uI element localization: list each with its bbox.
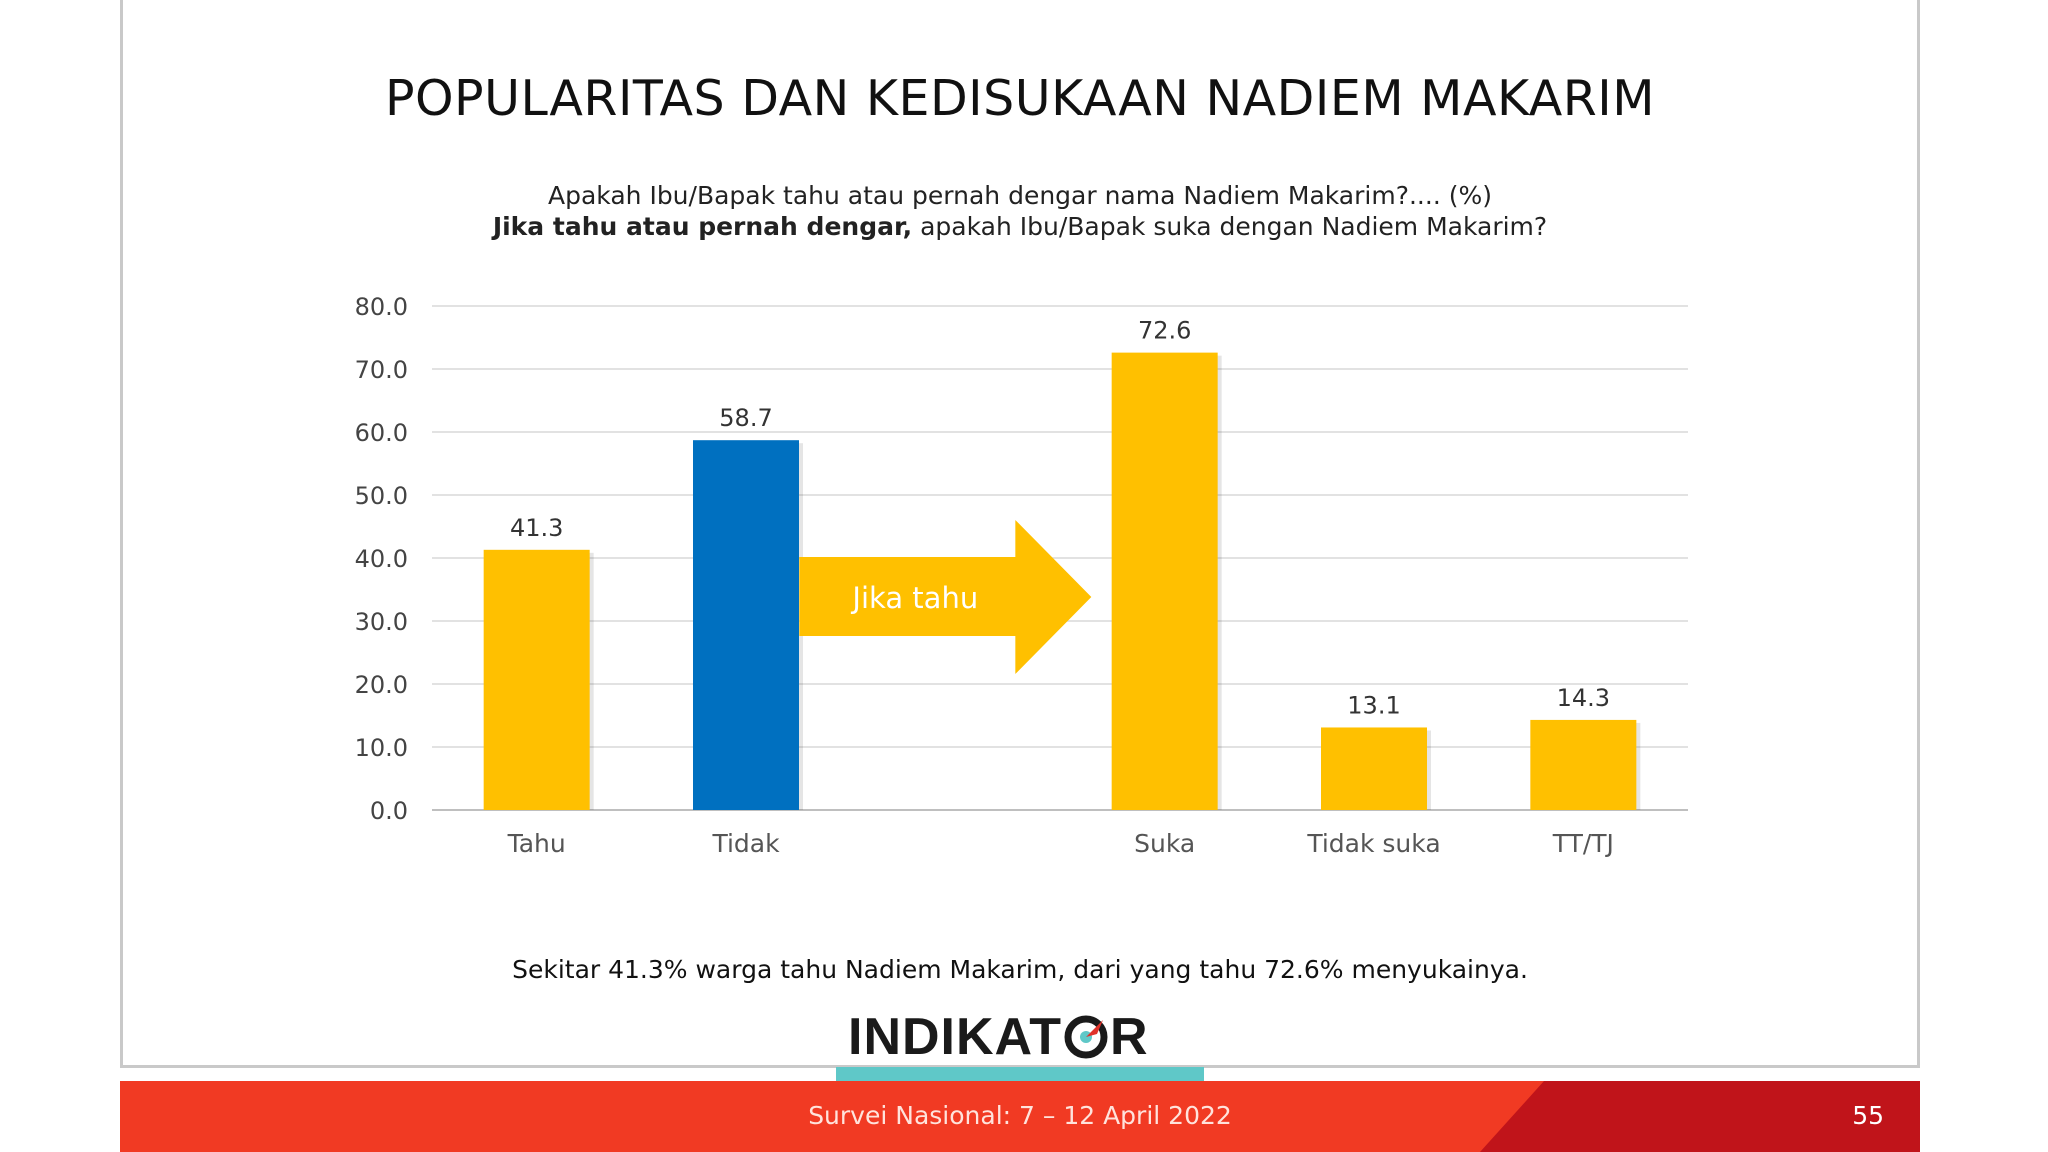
data-label: 13.1 [1347, 691, 1400, 719]
category-label: TT/TJ [1552, 829, 1614, 858]
y-tick-label: 20.0 [355, 671, 408, 699]
category-label: Tidak [711, 829, 780, 858]
bar-chart: 0.0 10.0 20.0 30.0 40.0 50.0 60.0 70.0 80.0 41.3 T… [355, 293, 1688, 858]
bar [483, 549, 590, 810]
logo-o-mark-icon [1064, 1015, 1108, 1059]
question-line-1: Apakah Ibu/Bapak tahu atau pernah dengar… [548, 181, 1492, 210]
footer-survey-date: Survei Nasional: 7 – 12 April 2022 [808, 1101, 1232, 1130]
indikator-logo: INDIKAT R [848, 1008, 1149, 1066]
jika-tahu-arrow-icon [799, 520, 1092, 674]
bar [1530, 719, 1637, 810]
footer-dark-wedge [1480, 1081, 1920, 1152]
data-label: 14.3 [1557, 684, 1610, 712]
category-label: Tahu [507, 829, 566, 858]
page-number: 55 [1852, 1101, 1884, 1130]
slide-title: POPULARITAS DAN KEDISUKAAN NADIEM MAKARI… [384, 70, 1656, 127]
y-tick-label: 70.0 [355, 356, 408, 384]
question-line-2-rest: apakah Ibu/Bapak suka dengan Nadiem Maka… [912, 212, 1548, 241]
category-label: Suka [1134, 829, 1195, 858]
caption: Sekitar 41.3% warga tahu Nadiem Makarim,… [512, 955, 1528, 984]
data-label: 41.3 [510, 514, 563, 542]
arrow-label: Jika tahu [850, 581, 978, 615]
data-label: 58.7 [719, 404, 772, 432]
question-line-2-bold: Jika tahu atau pernah dengar, [492, 212, 913, 241]
y-tick-label: 40.0 [355, 545, 408, 573]
y-tick-label: 60.0 [355, 419, 408, 447]
y-tick-label: 30.0 [355, 608, 408, 636]
y-tick-label: 0.0 [370, 797, 408, 825]
y-tick-label: 10.0 [355, 734, 408, 762]
y-tick-label: 50.0 [355, 482, 408, 510]
y-tick-label: 80.0 [355, 293, 408, 321]
footer-bar: Survei Nasional: 7 – 12 April 2022 55 [120, 1081, 1920, 1152]
question-line-2: Jika tahu atau pernah dengar, apakah Ibu… [120, 211, 1920, 242]
bar [1321, 727, 1427, 810]
data-label: 72.6 [1138, 317, 1191, 345]
survey-question: Apakah Ibu/Bapak tahu atau pernah dengar… [120, 180, 1920, 242]
category-label: Tidak suka [1306, 829, 1440, 858]
bar [693, 440, 799, 810]
bar [1111, 352, 1218, 810]
